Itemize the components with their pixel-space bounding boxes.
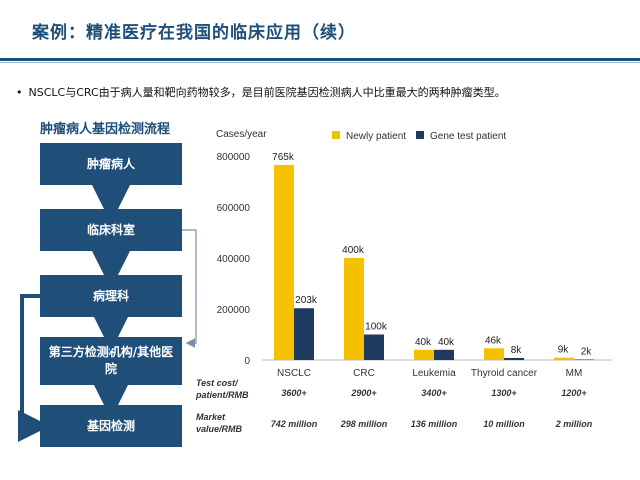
table-cell: 10 million bbox=[483, 419, 525, 429]
bar bbox=[554, 357, 574, 360]
data-label: 2k bbox=[581, 346, 593, 357]
bullet-text: NSCLC与CRC由于病人量和靶向药物较多，是目前医院基因检测病人中比重最大的两… bbox=[28, 86, 506, 99]
data-label: 765k bbox=[272, 152, 295, 163]
title-rule bbox=[0, 58, 640, 61]
flow-title: 肿瘤病人基因检测流程 bbox=[40, 122, 171, 137]
legend-swatch bbox=[332, 131, 340, 139]
title-rule-thin bbox=[0, 62, 640, 63]
bullet-icon: • bbox=[16, 86, 23, 99]
x-tick-label: Leukemia bbox=[412, 368, 456, 379]
table-cell: 1300+ bbox=[491, 388, 517, 398]
table-row-label: patient/RMB bbox=[195, 390, 249, 400]
legend-label: Newly patient bbox=[346, 131, 406, 142]
data-label: 400k bbox=[342, 245, 365, 256]
data-label: 40k bbox=[415, 337, 432, 348]
bullet-point: • NSCLC与CRC由于病人量和靶向药物较多，是目前医院基因检测病人中比重最大的… bbox=[16, 84, 506, 100]
table-cell: 2 million bbox=[555, 419, 593, 429]
bar bbox=[504, 357, 524, 360]
bar bbox=[294, 308, 314, 360]
bar bbox=[364, 334, 384, 360]
data-label: 8k bbox=[511, 345, 523, 356]
y-axis-label: Cases/year bbox=[216, 129, 267, 140]
table-cell: 2900+ bbox=[350, 388, 377, 398]
data-label: 46k bbox=[485, 335, 502, 346]
x-tick-label: Thyroid cancer bbox=[471, 368, 538, 379]
data-label: 203k bbox=[295, 295, 318, 306]
bar bbox=[414, 349, 434, 360]
bar bbox=[434, 349, 454, 360]
table-row-label: value/RMB bbox=[196, 424, 243, 434]
page-title: 案例：精准医疗在我国的临床应用（续） bbox=[32, 23, 356, 43]
bar bbox=[484, 348, 504, 360]
data-label: 100k bbox=[365, 322, 388, 333]
flow-bypass-arrow-pathology bbox=[18, 294, 50, 442]
bar bbox=[344, 258, 364, 360]
bar bbox=[574, 359, 594, 360]
legend-swatch bbox=[416, 131, 424, 139]
header-bar bbox=[0, 0, 640, 56]
y-tick-label: 400000 bbox=[217, 254, 251, 265]
table-cell: 742 million bbox=[271, 419, 318, 429]
x-tick-label: NSCLC bbox=[277, 368, 311, 379]
y-tick-label: 800000 bbox=[217, 152, 251, 163]
data-label: 9k bbox=[558, 345, 570, 356]
y-tick-label: 0 bbox=[244, 356, 250, 367]
y-tick-label: 200000 bbox=[217, 305, 251, 316]
table-row-label: Test cost/ bbox=[196, 378, 239, 388]
table-cell: 136 million bbox=[411, 419, 458, 429]
table-cell: 3400+ bbox=[421, 388, 447, 398]
y-tick-label: 600000 bbox=[217, 203, 251, 214]
table-row-label: Market bbox=[196, 412, 226, 422]
data-label: 40k bbox=[438, 337, 455, 348]
bar bbox=[274, 164, 294, 360]
table-cell: 3600+ bbox=[281, 388, 307, 398]
table-cell: 1200+ bbox=[561, 388, 587, 398]
legend-label: Gene test patient bbox=[430, 131, 506, 142]
flow-bypass-arrow-clinical bbox=[182, 229, 197, 348]
flow-step-tumor-patient: 肿瘤病人 bbox=[40, 143, 182, 185]
x-tick-label: MM bbox=[566, 368, 583, 379]
x-tick-label: CRC bbox=[353, 368, 375, 379]
table-cell: 298 million bbox=[340, 419, 388, 429]
